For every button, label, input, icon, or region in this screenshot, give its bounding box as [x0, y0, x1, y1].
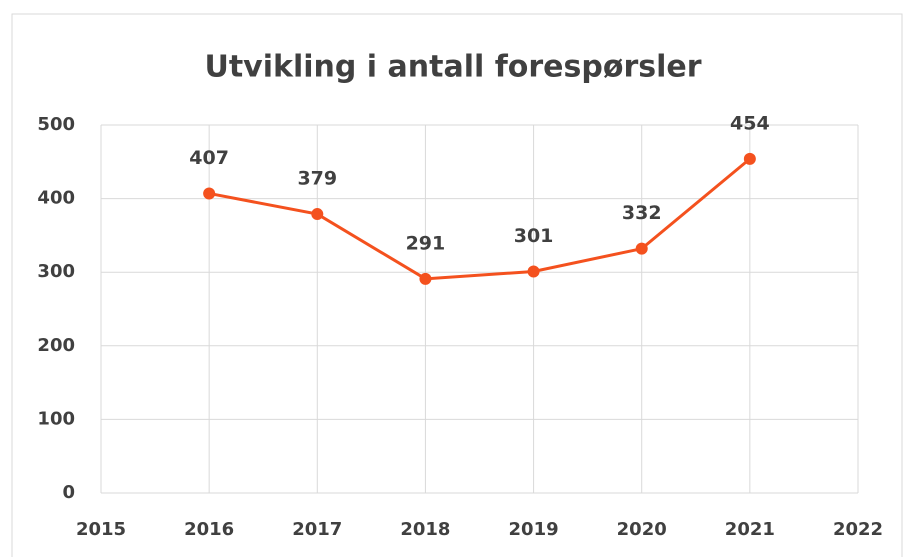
x-tick-label: 2016	[184, 519, 234, 540]
data-label: 407	[189, 147, 229, 169]
point	[311, 208, 324, 221]
y-tick-label: 100	[37, 408, 75, 429]
x-tick-label: 2017	[292, 519, 342, 540]
point	[527, 265, 540, 278]
data-label: 301	[514, 225, 554, 247]
point	[635, 242, 648, 255]
x-tick-label: 2015	[76, 519, 126, 540]
y-tick-label: 0	[62, 482, 75, 503]
point	[203, 187, 216, 200]
x-tick-label: 2022	[833, 519, 883, 540]
x-tick-label: 2020	[617, 519, 667, 540]
y-tick-label: 500	[37, 114, 75, 135]
x-tick-label: 2019	[509, 519, 559, 540]
chart-title: Utvikling i antall forespørsler	[204, 50, 701, 85]
data-label: 332	[622, 202, 662, 224]
line	[208, 157, 751, 281]
x-tick-label: 2021	[725, 519, 775, 540]
point	[743, 152, 756, 165]
data-label: 379	[297, 168, 337, 190]
data-label: 454	[730, 112, 770, 134]
x-tick-label: 2018	[400, 519, 450, 540]
chart-frame	[11, 13, 903, 557]
point	[419, 272, 432, 285]
y-tick-label: 200	[37, 335, 75, 356]
y-tick-label: 300	[37, 261, 75, 282]
y-tick-label: 400	[37, 188, 75, 209]
data-label: 291	[406, 232, 446, 254]
